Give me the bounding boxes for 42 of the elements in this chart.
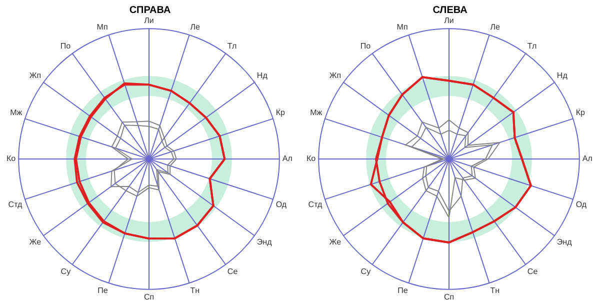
spoke-label: Ко xyxy=(306,154,316,164)
spoke-label: Се xyxy=(227,266,238,276)
spoke-label: Тн xyxy=(190,286,200,295)
spoke-label: Ли xyxy=(444,16,454,26)
spoke-label: Тл xyxy=(227,41,237,50)
spoke-label: Су xyxy=(360,266,371,276)
spoke-label: Энд xyxy=(256,237,272,246)
spoke-label: Тл xyxy=(527,41,537,50)
spoke-label: Же xyxy=(329,237,342,246)
spoke-label: Энд xyxy=(556,237,572,246)
spoke-label: Пе xyxy=(398,286,408,295)
spoke-label: Нд xyxy=(256,70,268,80)
spoke-label: Стд xyxy=(8,200,22,210)
spoke-label: Ле xyxy=(190,22,200,32)
spoke-label: Од xyxy=(576,200,587,210)
spoke-label: Ал xyxy=(582,154,593,164)
spoke-label: Мп xyxy=(396,22,408,32)
spoke-label: Стд xyxy=(308,200,322,210)
spoke-label: Жп xyxy=(329,70,342,80)
spoke-label: Од xyxy=(276,200,287,210)
spoke-label: Нд xyxy=(556,70,568,80)
spoke-label: Мж xyxy=(310,108,323,118)
spoke-label: Же xyxy=(29,237,42,246)
spoke-label: Мж xyxy=(10,108,23,118)
spoke-label: Се xyxy=(527,266,538,276)
spoke-label: Ле xyxy=(490,22,500,32)
chart-title: СЛЕВА xyxy=(432,4,468,16)
spoke-label: По xyxy=(60,41,72,50)
spoke-label: Су xyxy=(60,266,71,276)
spoke-label: Кр xyxy=(276,108,286,118)
spoke-label: Сп xyxy=(444,292,454,302)
spoke-label: Ал xyxy=(282,154,293,164)
spoke-label: Ли xyxy=(144,16,154,26)
spoke-label: Тн xyxy=(490,286,500,295)
spoke-label: Ко xyxy=(6,154,16,164)
chart-title: СПРАВА xyxy=(129,4,171,16)
spoke-label: По xyxy=(360,41,372,50)
spoke-label: Пе xyxy=(98,286,108,295)
spoke-label: Жп xyxy=(29,70,42,80)
spoke-label: Мп xyxy=(96,22,108,32)
spoke-label: Сп xyxy=(144,292,154,302)
spoke-label: Кр xyxy=(576,108,586,118)
